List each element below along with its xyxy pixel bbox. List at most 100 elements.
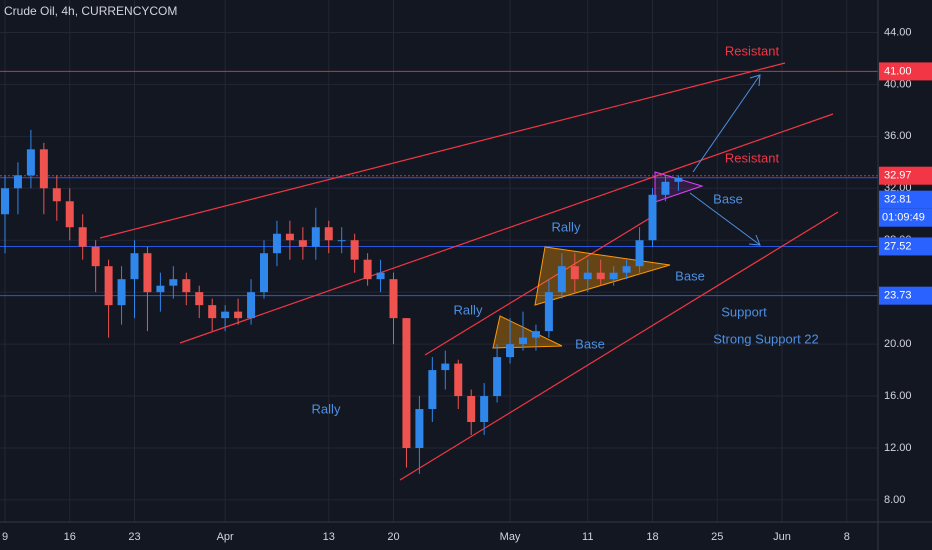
- price-axis: [878, 0, 932, 550]
- arrow: [692, 74, 761, 173]
- candle-body: [65, 201, 74, 228]
- candle-body: [544, 292, 553, 332]
- candle-body: [298, 240, 307, 247]
- x-tick-label: 20: [387, 531, 399, 543]
- candle-body: [428, 370, 437, 410]
- x-tick-label: May: [500, 531, 521, 543]
- candle-body: [506, 344, 515, 358]
- candle-body: [635, 240, 644, 267]
- x-tick-label: Apr: [217, 531, 234, 543]
- x-tick-label: 18: [646, 531, 658, 543]
- candle-body: [415, 409, 424, 448]
- candle-body: [91, 246, 100, 267]
- candle-body: [117, 279, 126, 306]
- price-label-box: [879, 237, 932, 256]
- candle-body: [78, 227, 87, 247]
- candle-body: [350, 240, 359, 260]
- candle-body: [324, 227, 333, 241]
- price-label-box: [879, 190, 932, 209]
- candle-body: [143, 253, 152, 293]
- candle-body: [402, 318, 411, 448]
- price-label-box: [879, 166, 932, 185]
- candle-body: [389, 279, 398, 319]
- annotations: Resistant Resistant Base Rally Base Rall…: [312, 43, 819, 416]
- candle-body: [467, 396, 476, 423]
- annotation: Resistant: [725, 43, 780, 58]
- trend-line: [399, 211, 839, 481]
- levels: [0, 70, 878, 297]
- annotation: Rally: [312, 401, 341, 416]
- candle-body: [39, 149, 48, 189]
- candle-body: [531, 331, 540, 338]
- countdown: 01:09:49: [882, 212, 925, 224]
- price-label: 27.52: [884, 240, 912, 252]
- annotation: Rally: [454, 302, 483, 317]
- candle-body: [376, 272, 385, 280]
- y-tick-label: 16.00: [884, 390, 912, 402]
- candle-body: [1, 188, 9, 215]
- trend-line: [179, 113, 834, 344]
- candle-body: [130, 253, 139, 280]
- annotation: Strong Support 22: [713, 331, 819, 346]
- price-label: 41.00: [884, 65, 912, 77]
- candle-body: [557, 266, 566, 293]
- axes: 8.0012.0016.0020.0024.0028.0032.0036.004…: [2, 26, 932, 543]
- candle-body: [182, 279, 191, 293]
- candle-body: [493, 357, 502, 397]
- trend-line: [99, 62, 786, 239]
- y-tick-label: 40.00: [884, 78, 912, 90]
- x-tick-label: 23: [128, 531, 140, 543]
- price-label: 32.81: [884, 194, 912, 206]
- x-tick-label: 13: [323, 531, 335, 543]
- candle-body: [234, 311, 243, 319]
- annotation: Support: [721, 304, 767, 319]
- arrow: [689, 192, 761, 246]
- price-label: 32.97: [884, 170, 912, 182]
- price-label-box: [879, 62, 932, 81]
- arrow-head: [749, 74, 761, 87]
- candle-body: [441, 363, 450, 371]
- candle-body: [596, 272, 605, 280]
- candle-body: [285, 233, 294, 241]
- x-tick-label: 11: [582, 531, 593, 543]
- y-tick-label: 44.00: [884, 26, 912, 38]
- candle-body: [104, 266, 113, 306]
- price-label: 23.73: [884, 290, 912, 302]
- y-tick-label: 8.00: [884, 494, 905, 506]
- annotation: Rally: [552, 219, 581, 234]
- time-axis: [0, 522, 932, 550]
- candle-body: [26, 149, 35, 176]
- candle-body: [337, 240, 346, 242]
- candle-body: [13, 175, 22, 189]
- x-tick-label: 9: [2, 531, 8, 543]
- annotation: Base: [713, 191, 743, 206]
- candle-body: [221, 311, 230, 319]
- x-tick-label: Jun: [773, 531, 791, 543]
- candle-body: [519, 337, 527, 345]
- arrow-head: [748, 234, 761, 246]
- candle-body: [52, 188, 61, 202]
- candle-body: [661, 181, 670, 195]
- price-label-box: [879, 286, 932, 305]
- annotation: Resistant: [725, 150, 780, 165]
- candle-body: [272, 233, 281, 254]
- x-tick-label: 8: [844, 531, 850, 543]
- candle-body: [260, 253, 268, 293]
- candle-body: [609, 272, 618, 280]
- candle-body: [156, 285, 165, 293]
- y-tick-label: 20.00: [884, 338, 912, 350]
- candle-body: [311, 227, 320, 247]
- candle-body: [208, 305, 217, 319]
- candle-body: [622, 266, 631, 273]
- candle-body: [454, 363, 463, 397]
- candle-body: [247, 292, 256, 319]
- x-tick-label: 25: [711, 531, 723, 543]
- candle-body: [195, 292, 204, 306]
- countdown-box: [879, 208, 932, 227]
- annotation: Base: [675, 268, 705, 283]
- x-tick-label: 16: [64, 531, 76, 543]
- y-tick-label: 12.00: [884, 442, 912, 454]
- candle-body: [583, 272, 592, 280]
- annotation: Base: [575, 336, 605, 351]
